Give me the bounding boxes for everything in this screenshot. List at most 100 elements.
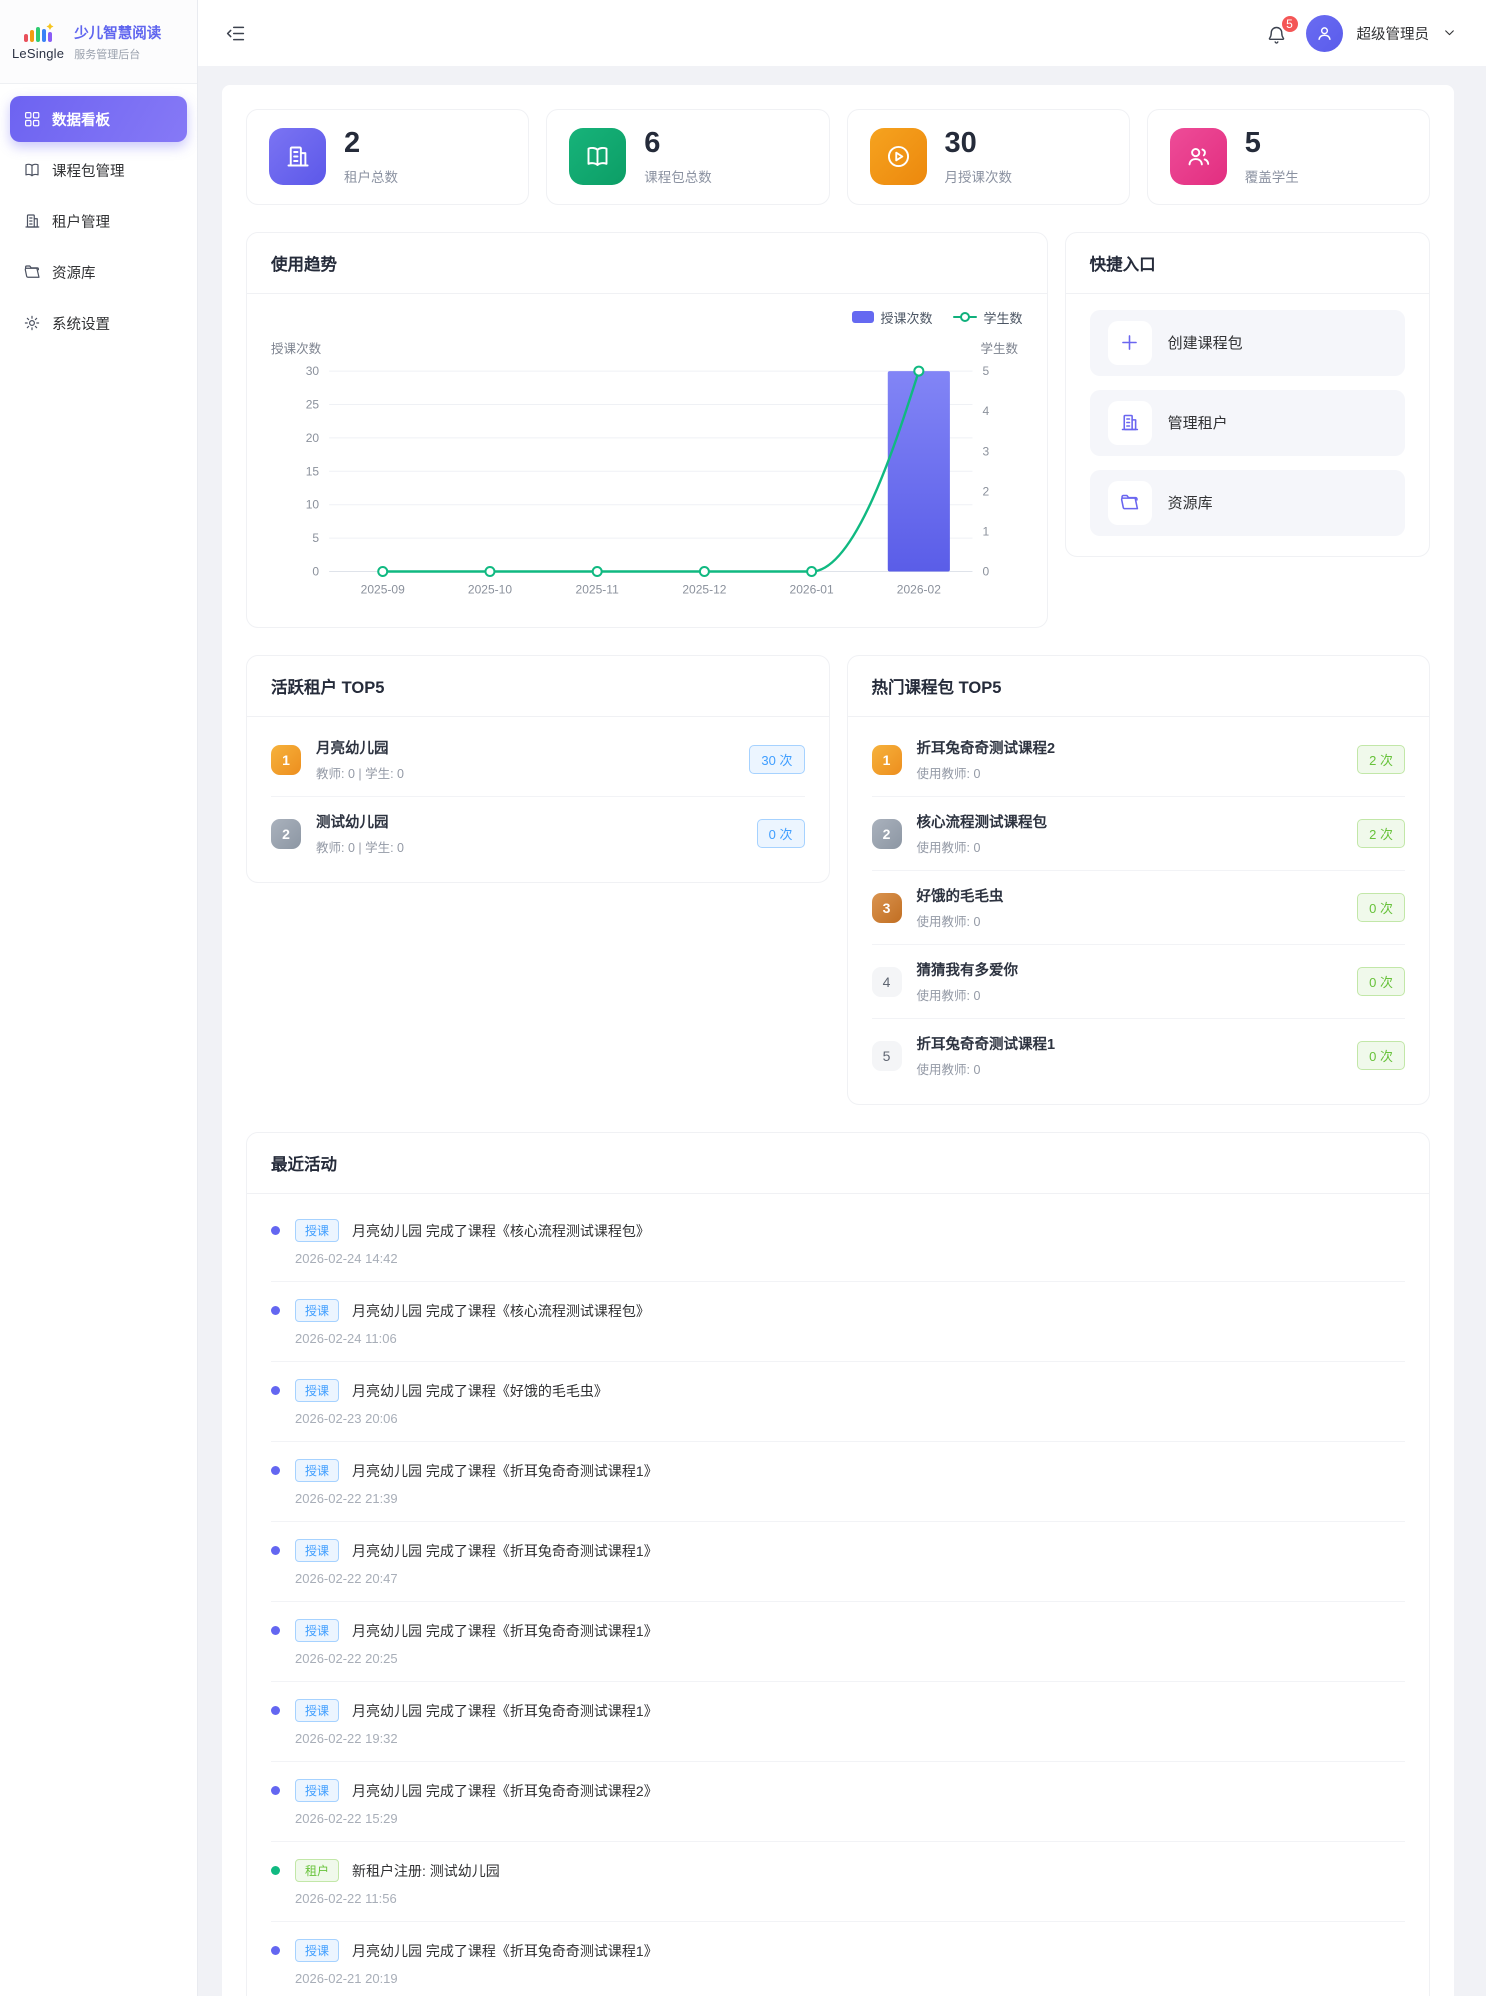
activity-time: 2026-02-22 19:32 [295, 1731, 398, 1747]
usage-trend-chart: 0 5 10 15 20 25 30 0 1 2 3 4 5 授课次数 学生数 2025-09 2025-10 2… [271, 341, 1018, 596]
rank-badge: 2 [871, 818, 902, 849]
activity-text: 月亮幼儿园 完成了课程《折耳兔奇奇测试课程1》 [352, 1542, 658, 1559]
package-name: 折耳兔奇奇测试课程2 [916, 741, 1056, 758]
hot-packages-list: 1 折耳兔奇奇测试课程2 使用教师: 0 2 次 2 核心流程测试 [848, 717, 1430, 1104]
package-row: 4 猜猜我有多爱你 使用教师: 0 0 次 [871, 945, 1405, 1020]
quick-entry-label: 资源库 [1167, 495, 1213, 513]
package-row: 5 折耳兔奇奇测试课程1 使用教师: 0 0 次 [871, 1019, 1405, 1092]
stat-value: 30 [944, 127, 977, 159]
sidebar-menu: 数据看板 课程包管理 租户管理 [0, 84, 197, 363]
svg-text:30: 30 [306, 364, 320, 378]
svg-text:10: 10 [306, 498, 320, 512]
activity-row: 授课 月亮幼儿园 完成了课程《折耳兔奇奇测试课程1》 2026-02-21 20:… [271, 1922, 1405, 1996]
create-package-button[interactable]: 创建课程包 [1089, 309, 1405, 376]
activity-text: 月亮幼儿园 完成了课程《折耳兔奇奇测试课程1》 [352, 1622, 658, 1639]
activity-text: 月亮幼儿园 完成了课程《好饿的毛毛虫》 [352, 1382, 608, 1399]
active-tenants-title: 活跃租户 TOP5 [247, 656, 829, 718]
quick-entry-card: 快捷入口 创建课程包 [1064, 231, 1430, 557]
activity-time: 2026-02-23 20:06 [295, 1411, 398, 1427]
svg-text:5: 5 [982, 364, 989, 378]
sidebar-collapse-button[interactable] [222, 20, 248, 46]
hot-packages-card: 热门课程包 TOP5 1 折耳兔奇奇测试课程2 使用教师: 0 2 次 [846, 655, 1430, 1106]
recent-activity-title: 最近活动 [247, 1133, 1429, 1195]
activity-type-badge: 授课 [295, 1539, 340, 1563]
bell-icon [1268, 26, 1284, 44]
activity-type-badge: 授课 [295, 1219, 340, 1243]
content-area: 2 租户总数 6 课程包总数 [198, 66, 1486, 1996]
top-header: 5 超级管理员 [198, 0, 1486, 66]
use-count-badge: 2 次 [1357, 745, 1405, 775]
package-name: 折耳兔奇奇测试课程1 [916, 1037, 1056, 1054]
sidebar-item-tenants[interactable]: 租户管理 [10, 198, 187, 244]
activity-type-badge: 授课 [295, 1619, 340, 1643]
notifications-button[interactable]: 5 [1266, 14, 1300, 46]
book-icon [25, 163, 39, 177]
activity-dot [271, 1866, 280, 1876]
stat-card-lessons: 30 月授课次数 [846, 109, 1130, 205]
legend-item-students[interactable]: 学生数 [952, 308, 1023, 327]
activity-dot [271, 1786, 280, 1796]
activity-time: 2026-02-24 14:42 [295, 1251, 398, 1267]
activity-row: 授课 月亮幼儿园 完成了课程《折耳兔奇奇测试课程1》 2026-02-22 19:… [271, 1682, 1405, 1763]
activity-text: 月亮幼儿园 完成了课程《折耳兔奇奇测试课程1》 [352, 1702, 658, 1719]
activity-dot [271, 1626, 280, 1636]
svg-text:2025-09: 2025-09 [361, 582, 405, 596]
use-count-badge: 0 次 [1357, 893, 1405, 923]
package-name: 好饿的毛毛虫 [916, 889, 1004, 906]
activity-type-badge: 授课 [295, 1459, 340, 1483]
activity-time: 2026-02-22 11:56 [295, 1891, 397, 1907]
activity-dot [271, 1466, 280, 1476]
dashboard-container: 2 租户总数 6 课程包总数 [222, 85, 1454, 1996]
sidebar-item-resources[interactable]: 资源库 [10, 249, 187, 295]
rank-badge: 1 [271, 744, 301, 775]
sidebar-item-course-packages[interactable]: 课程包管理 [10, 147, 187, 193]
stat-value: 2 [344, 127, 361, 159]
bar-series-marker [851, 311, 874, 324]
avatar[interactable] [1305, 14, 1343, 52]
svg-text:15: 15 [306, 464, 320, 478]
activity-row: 授课 月亮幼儿园 完成了课程《折耳兔奇奇测试课程1》 2026-02-22 21:… [271, 1442, 1405, 1523]
svg-text:2026-01: 2026-01 [790, 582, 834, 596]
play-stat-icon [869, 128, 927, 186]
activity-row: 授课 月亮幼儿园 完成了课程《好饿的毛毛虫》 2026-02-23 20:06 [271, 1362, 1405, 1443]
activity-text: 月亮幼儿园 完成了课程《折耳兔奇奇测试课程1》 [352, 1942, 658, 1959]
sidebar-item-label: 课程包管理 [52, 163, 125, 180]
svg-text:4: 4 [982, 404, 989, 418]
chart-legend: 授课次数 学生数 [271, 308, 1023, 327]
logo-bars-icon [24, 23, 54, 42]
chevron-down-icon[interactable] [1443, 23, 1456, 44]
quick-entry-label: 管理租户 [1167, 415, 1228, 433]
package-sub: 使用教师: 0 [916, 989, 981, 1004]
package-name: 猜猜我有多爱你 [916, 963, 1019, 980]
folder-icon [24, 265, 40, 278]
stat-card-students: 5 覆盖学生 [1146, 109, 1430, 205]
user-icon [1317, 26, 1331, 40]
package-sub: 使用教师: 0 [916, 767, 981, 782]
building-icon [25, 214, 40, 228]
sidebar-item-label: 资源库 [52, 265, 96, 282]
lesson-count-badge: 30 次 [749, 745, 805, 775]
rank-badge: 4 [871, 966, 902, 997]
stat-label: 覆盖学生 [1244, 169, 1299, 185]
username[interactable]: 超级管理员 [1356, 26, 1430, 43]
manage-tenants-button[interactable]: 管理租户 [1089, 389, 1405, 456]
lesson-count-badge: 0 次 [756, 819, 805, 849]
legend-item-lessons[interactable]: 授课次数 [851, 308, 933, 327]
sidebar-item-dashboard[interactable]: 数据看板 [10, 96, 187, 142]
use-count-badge: 0 次 [1357, 967, 1405, 997]
activity-row: 租户 新租户注册: 测试幼儿园 2026-02-22 11:56 [271, 1842, 1405, 1923]
active-tenants-card: 活跃租户 TOP5 1 月亮幼儿园 教师: 0 | 学生: 0 30 次 [246, 655, 830, 884]
package-sub: 使用教师: 0 [916, 915, 981, 930]
tenant-name: 测试幼儿园 [316, 815, 389, 832]
usage-trend-chart-area: 授课次数 学生数 0 5 10 15 20 25 30 0 1 2 3 4 5 授课次数 学生数 2025-0… [247, 294, 1047, 628]
rank-badge: 2 [271, 818, 301, 849]
activity-text: 月亮幼儿园 完成了课程《折耳兔奇奇测试课程2》 [352, 1782, 658, 1799]
active-tenants-list: 1 月亮幼儿园 教师: 0 | 学生: 0 30 次 2 测试幼儿 [247, 717, 829, 882]
package-row: 1 折耳兔奇奇测试课程2 使用教师: 0 2 次 [871, 723, 1405, 798]
resource-library-button[interactable]: 资源库 [1089, 469, 1405, 536]
quick-entry-list: 创建课程包 管理租户 [1066, 294, 1429, 556]
sidebar-item-settings[interactable]: 系统设置 [10, 300, 187, 346]
building-icon [1107, 400, 1152, 445]
tenant-row: 2 测试幼儿园 教师: 0 | 学生: 0 0 次 [271, 797, 805, 870]
